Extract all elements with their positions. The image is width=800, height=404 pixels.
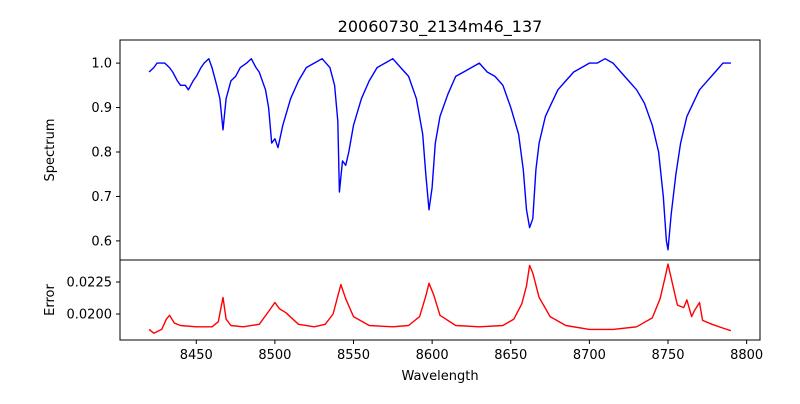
y-axis-label-spectrum: Spectrum xyxy=(43,119,58,182)
spectrum-panel: 0.6 0.7 0.8 0.9 1.0 xyxy=(91,39,761,261)
series-line-spectrum xyxy=(148,58,731,251)
axes-frame xyxy=(119,39,761,261)
x-tick-label: 8700 xyxy=(573,348,606,363)
y-tick-label: 0.8 xyxy=(91,146,112,161)
series-line-error xyxy=(148,263,732,334)
error-panel: 0.0200 0.0225 8450 8500 8550 8600 8650 8700 8750… xyxy=(67,259,763,363)
y-tick-label: 0.9 xyxy=(91,101,112,116)
y-axis-label-error: Error xyxy=(43,284,58,316)
y-tick-label: 0.0200 xyxy=(67,308,113,323)
y-tick-label: 0.7 xyxy=(91,190,112,205)
x-tick-label: 8750 xyxy=(651,348,684,363)
x-tick-label: 8450 xyxy=(180,348,213,363)
x-tick-label: 8800 xyxy=(730,348,763,363)
x-tick-label: 8550 xyxy=(337,348,370,363)
chart-title: 20060730_2134m46_137 xyxy=(338,17,543,37)
axes-frame xyxy=(119,259,761,341)
x-tick-label: 8500 xyxy=(258,348,291,363)
y-tick-label: 1.0 xyxy=(91,57,112,72)
x-tick-label: 8600 xyxy=(416,348,449,363)
y-tick-label: 0.6 xyxy=(91,234,112,249)
x-axis-label: Wavelength xyxy=(401,369,478,384)
x-tick-label: 8650 xyxy=(494,348,527,363)
y-tick-label: 0.0225 xyxy=(67,276,113,291)
